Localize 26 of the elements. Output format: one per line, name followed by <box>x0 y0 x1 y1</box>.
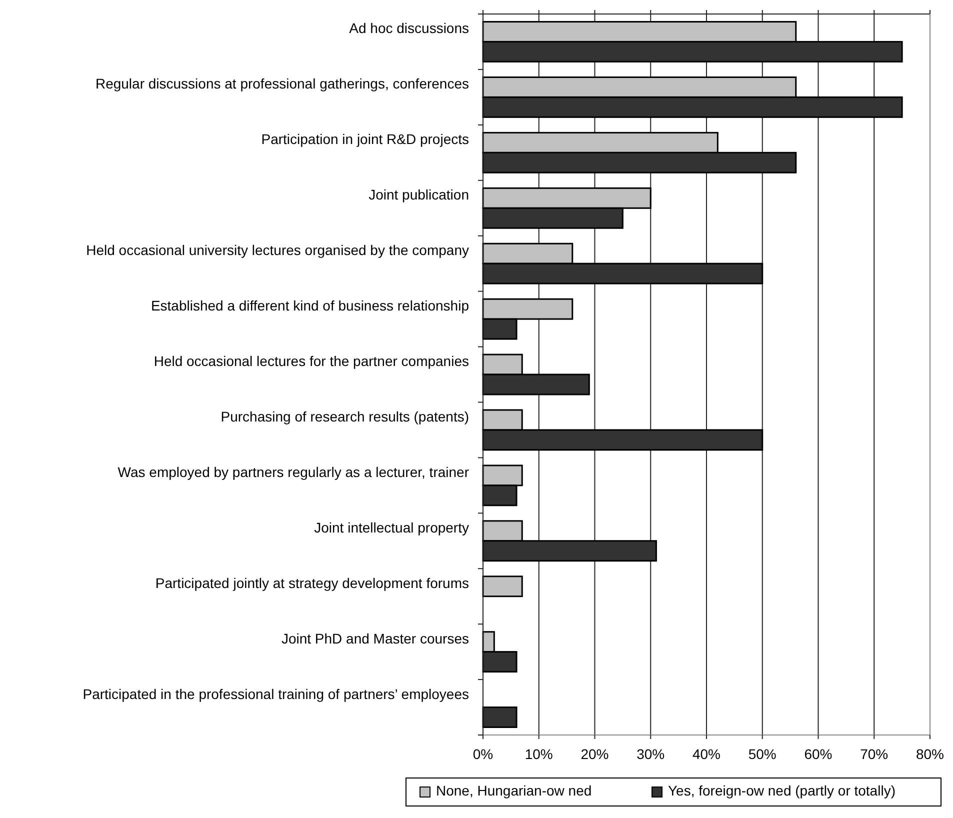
bar <box>482 706 518 728</box>
y-tick-label: Held occasional university lectures organised by the company <box>86 242 469 258</box>
legend-label: None, Hungarian-ow ned <box>436 782 592 799</box>
x-tick-label: 50% <box>748 746 776 762</box>
x-tick-label: 20% <box>580 746 609 762</box>
bar <box>482 576 523 598</box>
x-tick-label: 70% <box>860 746 888 762</box>
y-tick-label: Participated jointly at strategy development forums <box>155 574 469 591</box>
y-tick-label: Purchasing of research results (patents) <box>220 408 469 424</box>
legend-label: Yes, foreign-ow ned (partly or totally) <box>668 782 896 799</box>
y-tick-label: Joint publication <box>368 186 469 203</box>
x-tick-label: 60% <box>804 746 832 762</box>
y-tick-label: Joint PhD and Master courses <box>281 630 469 646</box>
y-tick-label: Ad hoc discussions <box>349 20 469 36</box>
y-tick-label: Participation in joint R&D projects <box>261 131 469 148</box>
y-tick-label: Joint intellectual property <box>314 519 469 536</box>
y-tick-label: Regular discussions at professional gatherings, conferences <box>95 76 469 92</box>
y-tick-label: Held occasional lectures for the partner companies <box>154 353 469 369</box>
x-tick-label: 40% <box>692 746 721 762</box>
x-tick-label: 30% <box>636 746 665 762</box>
x-tick-label: 80% <box>916 746 944 762</box>
x-tick-label: 0% <box>472 746 494 762</box>
y-tick-label: Established a different kind of business relationship <box>150 298 470 314</box>
y-tick-label: Was employed by partners regularly as a lecturer, trainer <box>118 464 470 480</box>
x-tick-label: 10% <box>524 746 553 762</box>
y-tick-label: Participated in the professional training of partners’ employees <box>82 686 469 702</box>
